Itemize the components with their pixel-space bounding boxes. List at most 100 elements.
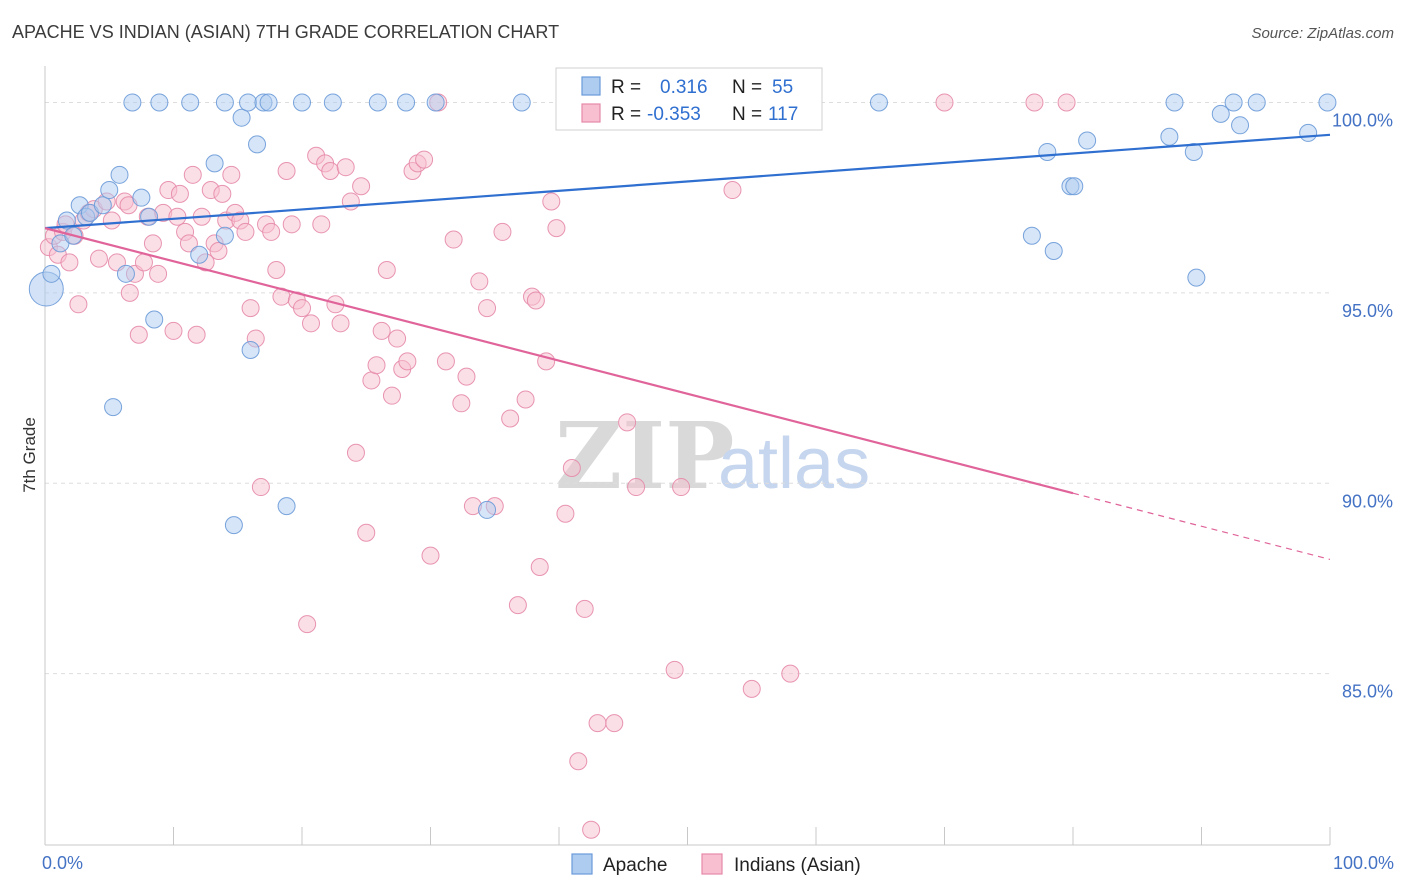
indians-point — [183, 165, 202, 184]
indians-point — [372, 321, 391, 340]
apache-point — [259, 93, 278, 112]
apache-point — [181, 93, 200, 112]
indians-point — [562, 459, 581, 478]
stats-n-label-indians: N = — [732, 104, 762, 125]
indians-point — [618, 413, 637, 432]
indians-point — [331, 314, 350, 333]
indians-point — [444, 230, 463, 249]
indians-point — [436, 352, 455, 371]
indians-point — [346, 443, 365, 462]
indians-point — [187, 325, 206, 344]
apache-point — [140, 207, 159, 226]
apache-point — [215, 93, 234, 112]
chart-title: APACHE VS INDIAN (ASIAN) 7TH GRADE CORRE… — [12, 22, 559, 42]
apache-point — [397, 93, 416, 112]
apache-point — [478, 500, 497, 519]
apache-point — [1299, 123, 1318, 142]
indians-point — [352, 177, 371, 196]
apache-point — [1247, 93, 1266, 112]
apache-point — [232, 108, 251, 127]
indians-trend-line — [44, 227, 1074, 495]
indians-point — [367, 356, 386, 375]
indians-point — [170, 184, 189, 203]
indians-point — [129, 325, 148, 344]
indians-point — [569, 752, 588, 771]
indians-asian-points — [39, 93, 1076, 839]
stats-r-value-apache: 0.316 — [660, 77, 708, 98]
indians-point — [321, 162, 340, 181]
series-legend: Apache Indians (Asian) — [571, 853, 861, 876]
y-ticks: 100.0% 95.0% 90.0% 85.0% — [1332, 110, 1393, 701]
indians-point — [241, 299, 260, 318]
legend-swatch-apache — [571, 853, 593, 875]
y-axis-label: 7th Grade — [20, 417, 39, 493]
indians-point — [143, 234, 162, 253]
stats-legend-swatch-apache — [581, 76, 601, 96]
indians-point — [547, 219, 566, 238]
apache-point — [1224, 93, 1243, 112]
apache-point — [1022, 226, 1041, 245]
indians-point — [301, 314, 320, 333]
chart-source: Source: ZipAtlas.com — [1251, 25, 1394, 42]
indians-point — [336, 158, 355, 177]
indians-point — [222, 165, 241, 184]
legend-label-indians: Indians (Asian) — [734, 855, 861, 876]
apache-point — [277, 497, 296, 516]
apache-point — [150, 93, 169, 112]
indians-point — [935, 93, 954, 112]
apache-point — [205, 154, 224, 173]
apache-point — [224, 516, 243, 535]
apache-point — [190, 245, 209, 264]
watermark-atlas: atlas — [718, 424, 870, 504]
apache-point — [42, 264, 61, 283]
apache-point — [368, 93, 387, 112]
apache-point — [1160, 127, 1179, 146]
indians-point — [60, 253, 79, 272]
indians-point — [236, 222, 255, 241]
trend-lines — [44, 133, 1331, 560]
indians-point — [164, 321, 183, 340]
indians-point — [398, 352, 417, 371]
y-tick-label-3: 85.0% — [1342, 682, 1393, 702]
apache-point — [93, 196, 112, 215]
legend-label-apache: Apache — [603, 855, 667, 876]
indians-point — [556, 504, 575, 523]
indians-point — [179, 234, 198, 253]
apache-point — [1184, 142, 1203, 161]
apache-point — [145, 310, 164, 329]
apache-point — [239, 93, 258, 112]
y-tick-label-1: 95.0% — [1342, 301, 1393, 321]
stats-legend: R = 0.316 N = 55 R = -0.353 N = 117 — [555, 67, 823, 131]
indians-point — [89, 249, 108, 268]
stats-n-label-apache: N = — [732, 77, 762, 98]
apache-point — [293, 93, 311, 112]
indians-point — [665, 660, 684, 679]
indians-point — [377, 261, 396, 280]
indians-point — [298, 615, 317, 634]
axes — [44, 66, 1331, 846]
indians-point — [530, 558, 549, 577]
watermark: ZIP atlas — [555, 402, 870, 510]
stats-r-value-indians: -0.353 — [647, 104, 701, 125]
apache-point — [1318, 93, 1337, 112]
apache-point — [1044, 241, 1063, 260]
indians-point — [501, 409, 520, 428]
y-tick-label-0: 100.0% — [1332, 110, 1393, 130]
indians-point — [251, 478, 270, 497]
indians-point — [168, 207, 187, 226]
indians-point — [149, 264, 168, 283]
y-tick-label-2: 90.0% — [1342, 491, 1393, 511]
indians-point — [575, 599, 594, 618]
apache-point — [869, 93, 888, 112]
apache-point — [1038, 142, 1057, 161]
indians-point — [312, 215, 331, 234]
indians-point — [516, 390, 535, 409]
apache-point — [426, 93, 445, 112]
indians-point — [457, 367, 476, 386]
indians-point — [69, 295, 88, 314]
apache-point — [57, 211, 76, 230]
indians-point — [421, 546, 440, 565]
apache-point — [1211, 104, 1230, 123]
indians-point — [213, 184, 232, 203]
stats-n-value-apache: 55 — [772, 77, 793, 98]
